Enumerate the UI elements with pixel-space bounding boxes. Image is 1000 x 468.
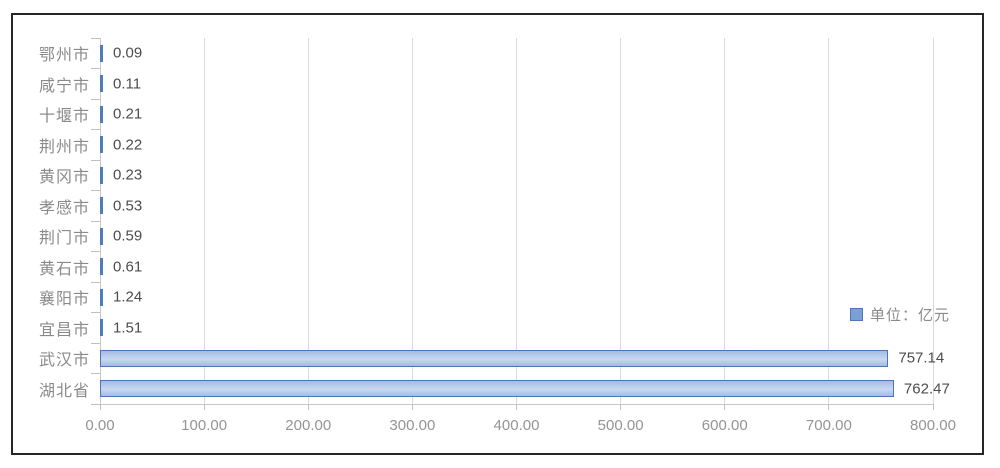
category-label: 武汉市 — [38, 352, 90, 370]
x-axis-label: 600.00 — [701, 417, 748, 434]
gridline — [828, 38, 830, 404]
data-label: 762.47 — [903, 380, 950, 398]
category-label: 湖北省 — [38, 382, 90, 400]
data-label: 0.59 — [113, 227, 143, 245]
gridline — [411, 38, 413, 404]
value-axis-tick — [932, 404, 934, 410]
category-label: 荆州市 — [38, 138, 90, 156]
category-axis-tick — [91, 190, 100, 191]
category-axis-line — [100, 38, 101, 404]
bar — [100, 197, 103, 215]
data-label: 1.24 — [113, 288, 143, 306]
bar — [100, 44, 103, 62]
bar — [100, 227, 103, 245]
category-label: 鄂州市 — [38, 47, 90, 65]
bar — [100, 166, 103, 184]
bar — [100, 105, 103, 123]
x-axis-label: 400.00 — [493, 417, 540, 434]
data-label: 0.23 — [113, 166, 143, 184]
data-label: 0.21 — [113, 105, 143, 123]
category-axis-tick — [91, 373, 100, 374]
x-axis-label: 0.00 — [85, 417, 115, 434]
gridline — [307, 38, 309, 404]
gridline — [724, 38, 726, 404]
bar — [100, 288, 103, 306]
data-label: 0.11 — [113, 75, 142, 93]
bar — [100, 258, 103, 276]
category-axis-tick — [91, 342, 100, 344]
category-label: 黄冈市 — [38, 169, 90, 187]
x-axis-label: 100.00 — [181, 417, 228, 434]
data-label: 1.51 — [113, 319, 143, 337]
x-axis-label: 300.00 — [389, 417, 436, 434]
value-axis-tick — [516, 404, 517, 410]
data-label: 757.14 — [898, 349, 945, 367]
x-axis-label: 500.00 — [597, 417, 644, 434]
category-label: 黄石市 — [38, 260, 90, 278]
category-label: 十堰市 — [38, 108, 90, 126]
legend-label: 单位：亿元 — [870, 307, 951, 324]
chart-frame: 0.00 100.00 200.00 300.00 400.00 500.00 600.00… — [11, 13, 984, 455]
category-axis-tick — [91, 251, 100, 252]
bar — [100, 319, 103, 337]
category-axis-tick — [91, 159, 100, 161]
legend-marker-icon — [850, 308, 863, 321]
category-axis-tick — [91, 281, 100, 283]
category-axis-tick — [91, 312, 100, 313]
category-label: 荆门市 — [38, 230, 90, 248]
value-axis-tick — [203, 404, 205, 410]
data-label: 0.22 — [113, 136, 143, 154]
x-axis-label: 800.00 — [910, 417, 956, 434]
value-axis-tick — [828, 404, 830, 410]
category-axis-tick — [91, 129, 100, 130]
category-axis-tick — [91, 403, 100, 405]
value-axis-tick — [724, 404, 726, 410]
x-axis-label: 200.00 — [285, 417, 332, 434]
category-label: 孝感市 — [38, 199, 90, 217]
data-label: 0.53 — [113, 197, 143, 215]
gridline — [516, 38, 517, 404]
value-axis-tick — [620, 404, 622, 410]
legend: 单位：亿元 — [850, 304, 950, 325]
bar — [100, 136, 103, 154]
plot-area: 0.00 100.00 200.00 300.00 400.00 500.00 600.00… — [39, 37, 956, 434]
gridline — [620, 38, 622, 404]
category-axis-tick — [91, 220, 100, 222]
gridline — [932, 38, 934, 404]
value-axis-tick — [99, 404, 101, 410]
category-label: 宜昌市 — [38, 321, 90, 339]
category-axis-tick — [91, 68, 100, 69]
value-axis-tick — [411, 404, 413, 410]
bar — [100, 349, 889, 367]
data-label: 0.61 — [113, 258, 143, 276]
x-axis-label: 700.00 — [805, 417, 852, 434]
value-axis-tick — [307, 404, 309, 410]
category-label: 襄阳市 — [38, 291, 90, 309]
category-axis-tick — [91, 98, 100, 100]
data-label: 0.09 — [113, 44, 143, 62]
gridline — [203, 38, 205, 404]
category-label: 咸宁市 — [38, 77, 90, 95]
category-axis-tick — [91, 37, 100, 39]
bar — [100, 380, 894, 398]
bar — [100, 75, 103, 93]
